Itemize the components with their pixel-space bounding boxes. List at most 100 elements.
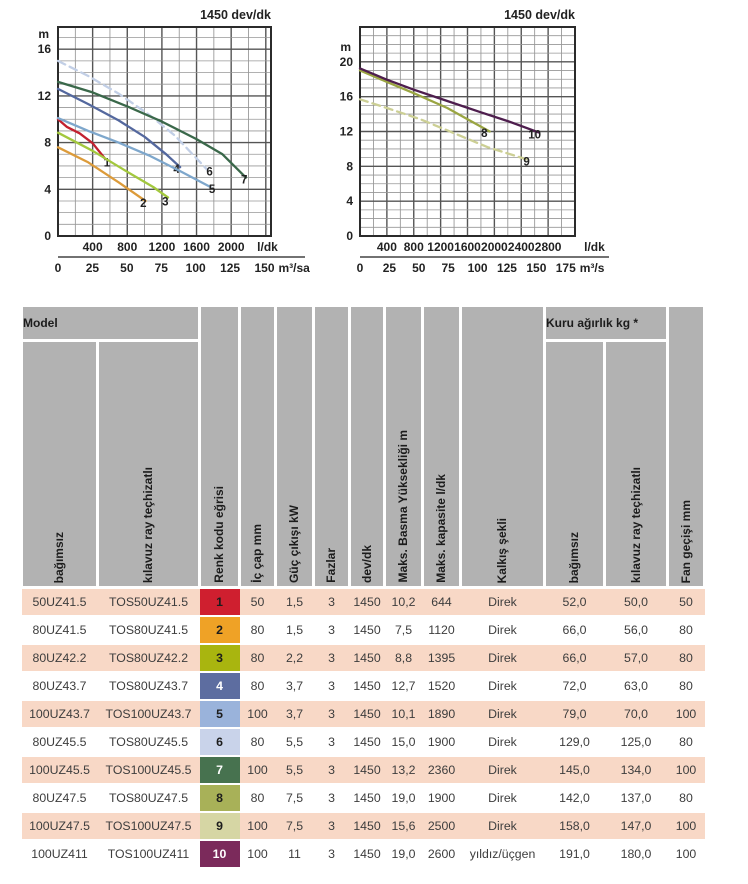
svg-text:2000: 2000 xyxy=(218,240,245,254)
model-free-cell: 50UZ41.5 xyxy=(21,586,98,616)
color-code-cell: 1 xyxy=(199,586,240,616)
start-type-cell: Direk xyxy=(460,643,545,672)
max-capacity-cell: 1395 xyxy=(422,643,461,672)
speed-cell: 1450 xyxy=(349,643,385,672)
model-rail-cell: TOS80UZ43.7 xyxy=(97,671,200,700)
inner-diameter-cell: 80 xyxy=(239,727,276,756)
pump-spec-table: Model Renk kodu eğrisi İç çap mm Güç çık… xyxy=(20,304,706,867)
phases-cell: 3 xyxy=(313,783,350,812)
svg-text:175: 175 xyxy=(556,261,576,275)
svg-text:1: 1 xyxy=(104,158,111,170)
svg-text:2: 2 xyxy=(140,198,146,210)
max-capacity-cell: 1900 xyxy=(422,727,461,756)
svg-text:4: 4 xyxy=(44,182,51,196)
dry-weight-rail-cell: 137,0 xyxy=(604,783,668,812)
start-type-cell: Direk xyxy=(460,783,545,812)
svg-text:6: 6 xyxy=(206,166,212,178)
color-code-cell: 6 xyxy=(199,727,240,756)
svg-text:2800: 2800 xyxy=(535,240,562,254)
dry-weight-rail-cell: 50,0 xyxy=(604,586,668,616)
svg-text:125: 125 xyxy=(220,261,240,275)
svg-text:150: 150 xyxy=(526,261,546,275)
color-code-cell: 3 xyxy=(199,643,240,672)
model-rail-cell: TOS80UZ47.5 xyxy=(97,783,200,812)
svg-text:10: 10 xyxy=(528,129,541,141)
inner-diameter-cell: 80 xyxy=(239,615,276,644)
speed-cell: 1450 xyxy=(349,811,385,840)
table-row: 50UZ41.5 TOS50UZ41.5 1 50 1,5 3 1450 10,2 644 Dir… xyxy=(21,586,705,616)
svg-text:m³/s: m³/s xyxy=(580,261,605,275)
start-type-cell: Direk xyxy=(460,699,545,728)
dry-weight-rail-cell: 180,0 xyxy=(604,839,668,867)
power-output-cell: 7,5 xyxy=(275,783,314,812)
col-header-max-capacity: Maks. kapasite l/dk xyxy=(421,304,462,589)
max-capacity-cell: 1900 xyxy=(422,783,461,812)
pump-curve-charts: 1450 dev/dk m 0 4 8 12 16 400 800 1200 1600 2000 l/d… xyxy=(0,0,748,296)
svg-text:75: 75 xyxy=(155,261,169,275)
fan-passage-cell: 100 xyxy=(667,839,705,867)
svg-text:800: 800 xyxy=(117,240,137,254)
dry-weight-free-cell: 129,0 xyxy=(544,727,605,756)
svg-text:150: 150 xyxy=(254,261,274,275)
svg-text:l/dk: l/dk xyxy=(584,240,605,254)
color-code-cell: 5 xyxy=(199,699,240,728)
fan-passage-cell: 100 xyxy=(667,755,705,784)
model-rail-cell: TOS80UZ42.2 xyxy=(97,643,200,672)
speed-cell: 1450 xyxy=(349,839,385,867)
svg-text:9: 9 xyxy=(523,156,529,168)
model-free-cell: 80UZ41.5 xyxy=(21,615,98,644)
fan-passage-cell: 100 xyxy=(667,811,705,840)
model-rail-cell: TOS50UZ41.5 xyxy=(97,586,200,616)
dry-weight-free-cell: 72,0 xyxy=(544,671,605,700)
dry-weight-free-cell: 66,0 xyxy=(544,615,605,644)
dry-weight-free-cell: 158,0 xyxy=(544,811,605,840)
max-head-cell: 7,5 xyxy=(384,615,423,644)
svg-text:0: 0 xyxy=(44,229,51,243)
svg-text:16: 16 xyxy=(38,42,52,56)
model-free-cell: 80UZ47.5 xyxy=(21,783,98,812)
fan-passage-cell: 80 xyxy=(667,783,705,812)
max-capacity-cell: 1890 xyxy=(422,699,461,728)
col-header-power-output: Güç çıkışı kW xyxy=(274,304,315,589)
model-rail-cell: TOS100UZ43.7 xyxy=(97,699,200,728)
model-free-cell: 80UZ43.7 xyxy=(21,671,98,700)
col-header-inner-diameter: İç çap mm xyxy=(238,304,277,589)
fan-passage-cell: 80 xyxy=(667,671,705,700)
model-free-cell: 100UZ43.7 xyxy=(21,699,98,728)
model-rail-cell: TOS80UZ41.5 xyxy=(97,615,200,644)
phases-cell: 3 xyxy=(313,727,350,756)
power-output-cell: 11 xyxy=(275,839,314,867)
inner-diameter-cell: 100 xyxy=(239,811,276,840)
start-type-cell: Direk xyxy=(460,671,545,700)
max-head-cell: 12,7 xyxy=(384,671,423,700)
svg-text:8: 8 xyxy=(44,136,51,150)
max-capacity-cell: 1520 xyxy=(422,671,461,700)
model-rail-cell: TOS100UZ411 xyxy=(97,839,200,867)
model-free-cell: 100UZ45.5 xyxy=(21,755,98,784)
dry-weight-rail-cell: 147,0 xyxy=(604,811,668,840)
dry-weight-free-cell: 145,0 xyxy=(544,755,605,784)
svg-text:2400: 2400 xyxy=(508,240,535,254)
svg-text:125: 125 xyxy=(497,261,517,275)
svg-text:2000: 2000 xyxy=(481,240,508,254)
dry-weight-free-cell: 52,0 xyxy=(544,586,605,616)
svg-text:16: 16 xyxy=(340,90,354,104)
svg-text:25: 25 xyxy=(383,261,397,275)
col-header-model-rail: kılavuz ray teçhizatlı xyxy=(96,339,201,589)
start-type-cell: Direk xyxy=(460,727,545,756)
table-row: 100UZ43.7 TOS100UZ43.7 5 100 3,7 3 1450 10,1 189… xyxy=(21,699,705,728)
power-output-cell: 3,7 xyxy=(275,671,314,700)
power-output-cell: 2,2 xyxy=(275,643,314,672)
max-head-cell: 8,8 xyxy=(384,643,423,672)
dry-weight-rail-cell: 70,0 xyxy=(604,699,668,728)
svg-text:100: 100 xyxy=(186,261,206,275)
fan-passage-cell: 50 xyxy=(667,586,705,616)
start-type-cell: Direk xyxy=(460,615,545,644)
color-code-cell: 2 xyxy=(199,615,240,644)
dry-weight-rail-cell: 56,0 xyxy=(604,615,668,644)
svg-text:0: 0 xyxy=(346,229,353,243)
max-capacity-cell: 2360 xyxy=(422,755,461,784)
